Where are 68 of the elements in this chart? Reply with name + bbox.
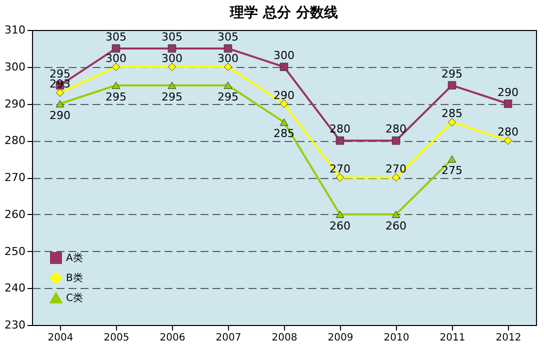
data-label: 300 (106, 52, 126, 65)
y-tick-label: 250 (4, 244, 26, 258)
point (392, 210, 400, 218)
data-label: 305 (106, 30, 126, 44)
data-label: 300 (274, 48, 294, 62)
x-tick-label: 2011 (440, 332, 466, 344)
x-tick-label: 2007 (216, 332, 242, 344)
point (224, 82, 232, 89)
data-label: 280 (498, 126, 518, 139)
point (392, 136, 400, 145)
point (224, 44, 232, 53)
data-label: 290 (274, 88, 294, 102)
point (168, 62, 176, 71)
data-label: 295 (50, 67, 70, 80)
point (504, 100, 512, 108)
point (280, 100, 288, 108)
x-tick-label: 2006 (160, 332, 186, 344)
data-label: 295 (218, 90, 238, 104)
y-tick-label: 300 (4, 60, 26, 74)
point (336, 210, 344, 218)
y-tick-label: 290 (4, 97, 26, 110)
x-tick-label: 2008 (272, 332, 298, 344)
legend-label: C类 (66, 292, 83, 304)
point (112, 82, 120, 89)
y-tick-label: 240 (4, 282, 26, 295)
data-label: 295 (442, 67, 462, 80)
data-label: 290 (50, 108, 70, 122)
x-tick-label: 2005 (104, 332, 130, 344)
data-label: 300 (162, 52, 182, 65)
point (504, 136, 512, 145)
x-tick-label: 2010 (384, 332, 410, 344)
data-label: 275 (442, 164, 462, 178)
point (336, 173, 344, 182)
x-tick-label: 2012 (496, 332, 522, 344)
data-label: 295 (106, 90, 126, 104)
legend-label: B类 (66, 272, 83, 284)
data-label: 285 (442, 107, 462, 120)
x-tick-label: 2009 (328, 332, 354, 344)
point (112, 62, 120, 71)
data-label: 295 (162, 90, 182, 104)
point (56, 88, 64, 97)
point (448, 155, 456, 163)
x-tick-label: 2004 (48, 332, 74, 344)
data-label: 280 (386, 122, 406, 136)
point (168, 82, 176, 89)
point (336, 136, 344, 145)
data-label: 300 (218, 52, 238, 65)
data-label: 290 (498, 86, 518, 99)
y-tick-label: 270 (4, 171, 26, 184)
point (448, 81, 456, 90)
chart-title: 理学 总分 分数线 (229, 5, 338, 21)
data-label: 260 (386, 219, 406, 232)
legend-label: A类 (66, 252, 83, 264)
point (56, 100, 64, 108)
point (392, 173, 400, 182)
point (168, 44, 176, 53)
point (448, 118, 456, 126)
data-label: 260 (330, 219, 350, 232)
point (280, 62, 288, 71)
y-tick-label: 310 (4, 24, 26, 36)
point (112, 44, 120, 53)
y-tick-label: 230 (4, 318, 26, 332)
y-tick-label: 280 (4, 134, 26, 148)
data-label: 305 (162, 30, 182, 44)
y-tick-label: 260 (4, 208, 26, 221)
point (224, 62, 232, 71)
point (280, 118, 288, 126)
data-label: 305 (218, 30, 238, 44)
